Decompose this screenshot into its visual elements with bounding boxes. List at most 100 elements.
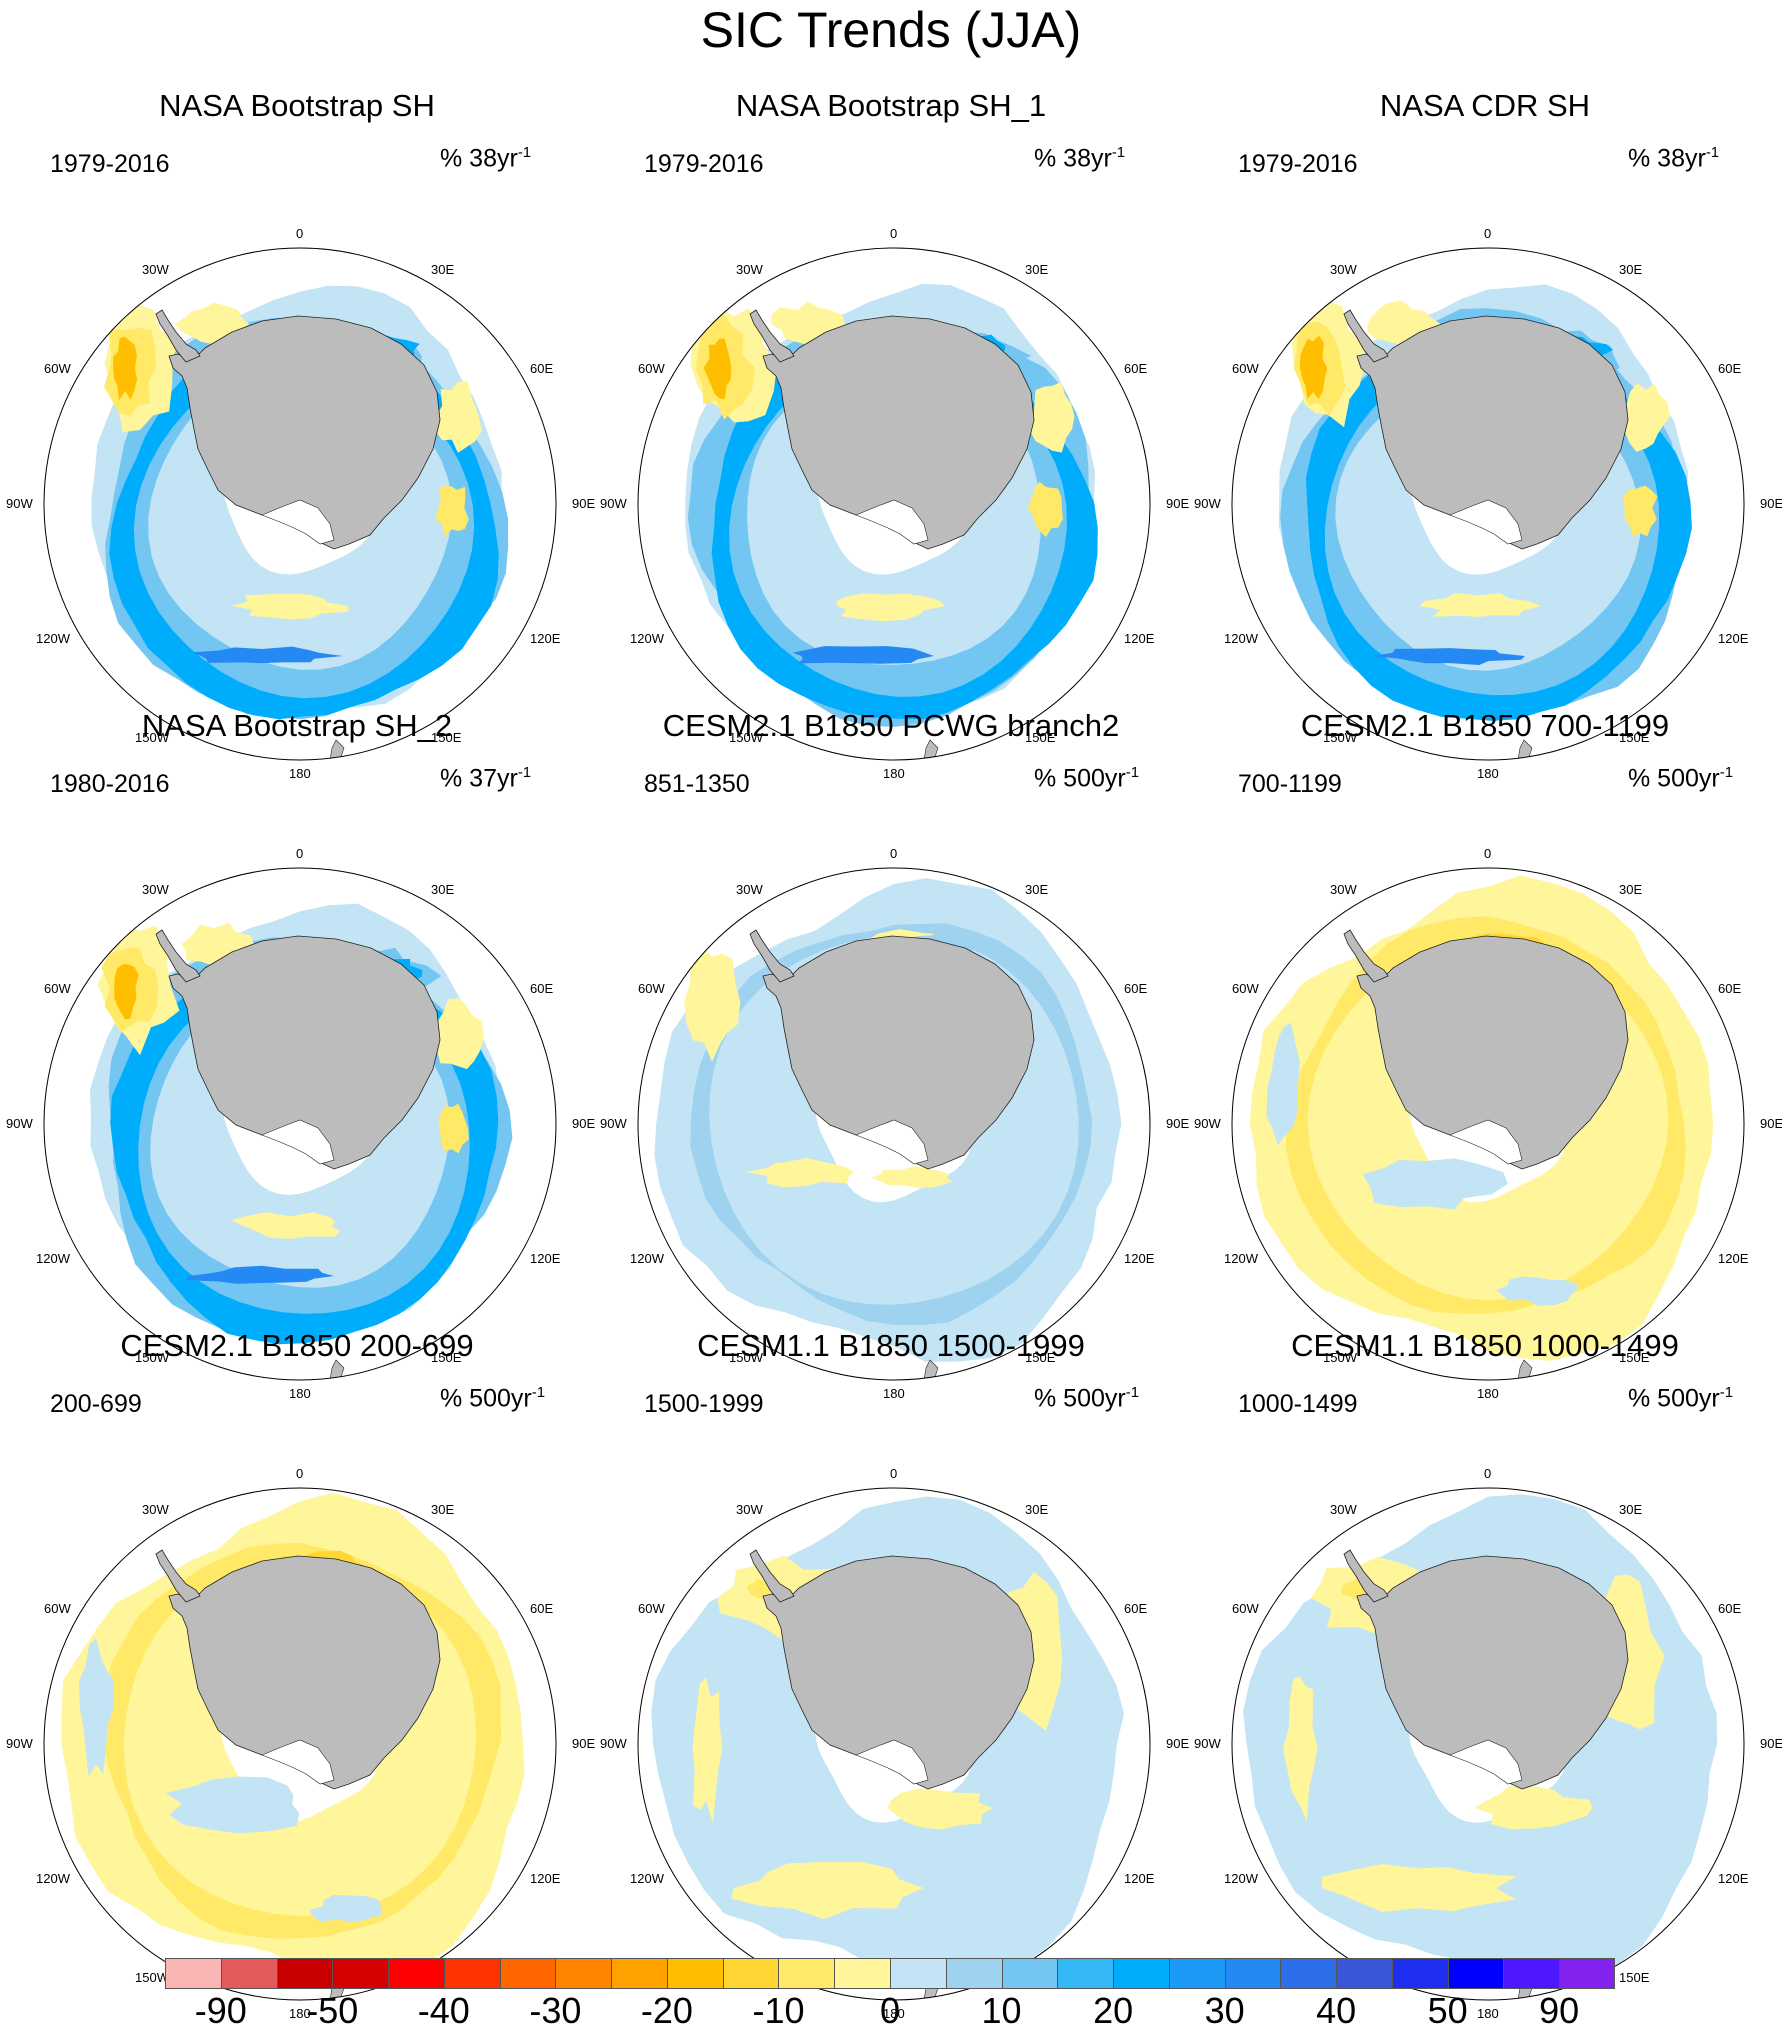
trend-contour xyxy=(165,1776,300,1834)
sic-trend-field xyxy=(1243,1494,1718,2000)
colorbar-swatch xyxy=(1113,1958,1169,1989)
longitude-label: 180 xyxy=(289,1386,311,1401)
trend-contour xyxy=(436,998,485,1069)
map-panel: CESM2.1 B1850 200-699 200-699 % 500yr-1 0 30… xyxy=(0,1328,595,2021)
panel-units-exponent: -1 xyxy=(1125,764,1140,781)
map-panel: CESM1.1 B1850 1500-1999 1500-1999 % 500yr-… xyxy=(594,1328,1189,2021)
map-boundary xyxy=(1231,867,1745,1381)
polar-map xyxy=(43,1487,557,2001)
trend-contour xyxy=(1419,592,1542,618)
polar-map xyxy=(637,1487,1151,2001)
colorbar-label: -20 xyxy=(640,1990,693,2031)
longitude-label: 90E xyxy=(1760,1116,1782,1131)
colorbar-swatch xyxy=(388,1958,444,1989)
antarctic-peninsula xyxy=(749,929,795,983)
sic-trend-field xyxy=(1257,284,1692,760)
trend-contour xyxy=(309,1895,382,1922)
trend-contour xyxy=(731,1862,924,1920)
longitude-label: 180 xyxy=(289,766,311,781)
polar-map xyxy=(637,867,1151,1381)
map-panel: NASA Bootstrap SH 1979-2016% 38yr-1 0 30E 60… xyxy=(0,88,595,781)
colorbar-swatch xyxy=(1559,1958,1615,1989)
longitude-label: 120E xyxy=(530,1871,561,1886)
longitude-label: 90W xyxy=(1194,496,1221,511)
longitude-label: 120W xyxy=(36,1871,70,1886)
colorbar-swatch xyxy=(555,1958,612,1989)
longitude-label: 30W xyxy=(142,262,169,277)
ross-ice-shelf xyxy=(1449,1119,1523,1165)
south-america xyxy=(663,311,705,335)
panel-units-exponent: -1 xyxy=(517,764,532,781)
longitude-label: 0 xyxy=(296,1466,304,1481)
ross-ice-shelf xyxy=(855,1119,929,1165)
longitude-label: 150E xyxy=(431,1350,462,1365)
longitude-label: 30E xyxy=(1619,1502,1643,1517)
trend-contour xyxy=(1622,485,1658,537)
longitude-label: 60W xyxy=(638,361,665,376)
panel-units-exponent: -1 xyxy=(531,1384,546,1401)
trend-contour xyxy=(836,593,945,622)
map-panel: CESM2.1 B1850 700-1199 700-1199% 500yr-1 0… xyxy=(1188,708,1782,1401)
longitude-label: 150E xyxy=(1619,730,1650,745)
longitude-label: 30W xyxy=(142,882,169,897)
longitude-label: 0 xyxy=(1484,226,1492,241)
longitude-label: 180 xyxy=(289,2006,311,2021)
longitude-label: 180 xyxy=(1477,1386,1499,1401)
longitude-label: 0 xyxy=(296,846,304,861)
panel-units: % 500yr-1 xyxy=(440,1384,545,1413)
polar-map xyxy=(637,247,1151,761)
panel-units-exponent: -1 xyxy=(1719,764,1734,781)
longitude-label: 30W xyxy=(736,882,763,897)
longitude-label: 90W xyxy=(600,496,627,511)
panel-period: 700-1199 xyxy=(1238,770,1342,798)
longitude-label: 150W xyxy=(729,1350,763,1365)
longitude-label: 90W xyxy=(600,1116,627,1131)
longitude-label: 30E xyxy=(431,262,455,277)
longitude-label: 120W xyxy=(1224,1871,1258,1886)
panel-title: CESM1.1 B1850 1500-1999 xyxy=(697,1328,1085,1363)
trend-contour xyxy=(114,963,139,1020)
trend-contour xyxy=(1299,335,1328,400)
panel-units-text: % 500yr xyxy=(1034,764,1126,793)
panel-units-text: % 38yr xyxy=(1628,144,1706,173)
trend-contour xyxy=(113,336,137,401)
map-panel: NASA CDR SH 1979-2016% 38yr-1 0 30E 60E 90E 12… xyxy=(1188,88,1782,781)
panel-units-exponent: -1 xyxy=(1125,1384,1140,1401)
antarctic-peninsula xyxy=(155,929,201,983)
polar-map xyxy=(43,867,557,1381)
ross-ice-shelf xyxy=(1449,1739,1523,1785)
trend-contour xyxy=(1474,1786,1593,1830)
panel-period: 851-1350 xyxy=(644,770,750,798)
longitude-label: 0 xyxy=(1484,846,1492,861)
trend-contour xyxy=(1321,1864,1517,1912)
longitude-label: 60E xyxy=(1718,1601,1742,1616)
antarctic-peninsula xyxy=(1343,309,1389,363)
ross-ice-shelf xyxy=(855,499,929,545)
longitude-label: 90E xyxy=(1760,496,1782,511)
colorbar-swatch xyxy=(611,1958,667,1989)
trend-contour xyxy=(692,1677,723,1824)
south-america xyxy=(663,931,705,955)
trend-contour xyxy=(870,1166,953,1188)
longitude-label: 60E xyxy=(1124,361,1148,376)
antarctic-peninsula xyxy=(1343,929,1389,983)
panel-units: % 500yr-1 xyxy=(1628,764,1733,793)
map-boundary xyxy=(43,1487,557,2001)
longitude-label: 0 xyxy=(890,1466,898,1481)
colorbar-swatch xyxy=(1001,1958,1058,1989)
longitude-label: 60E xyxy=(530,981,554,996)
colorbar-swatch xyxy=(890,1958,946,1989)
figure-title: SIC Trends (JJA) xyxy=(700,2,1082,58)
colorbar-swatch xyxy=(945,1958,1002,1989)
ross-ice-shelf xyxy=(261,1119,335,1165)
map-panel: NASA Bootstrap SH_1 1979-2016% 38yr-1 0 30E… xyxy=(594,88,1189,781)
trend-contour xyxy=(185,1265,334,1284)
colorbar-swatch xyxy=(499,1958,556,1989)
longitude-label: 30W xyxy=(142,1502,169,1517)
longitude-label: 150E xyxy=(1619,1970,1650,1985)
longitude-label: 60W xyxy=(1232,1601,1259,1616)
map-boundary xyxy=(43,247,557,761)
colorbar-label: 10 xyxy=(981,1990,1022,2031)
longitude-label: 60E xyxy=(1718,981,1742,996)
new-zealand xyxy=(923,1359,939,1380)
